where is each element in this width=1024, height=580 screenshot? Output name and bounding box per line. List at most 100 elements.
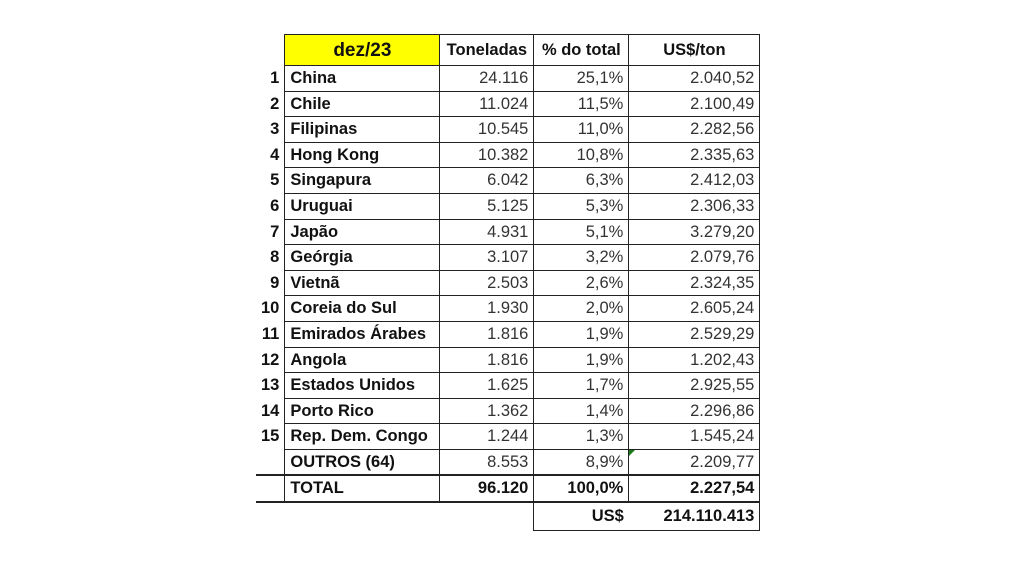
usd-ton-value: 2.925,55 [628,372,761,399]
export-destination-table: dez/23 Toneladas % do total US$/ton 1 Chi… [256,34,761,531]
table-row: 14 Porto Rico 1.362 1,4% 2.296,86 [256,397,761,425]
country-name: Hong Kong [284,141,441,169]
country-name: Angola [284,346,441,374]
pct-total-value: 1,7% [533,372,630,399]
usd-ton-value: 2.306,33 [628,192,761,220]
blank-cell [285,502,440,530]
rank-number: 13 [261,376,280,395]
usd-ton-value: 1.545,24 [628,423,761,450]
pct-total-value: 25,1% [533,65,630,92]
table-row: 10 Coreia do Sul 1.930 2,0% 2.605,24 [256,295,761,322]
rank-number: 11 [261,324,280,343]
total-usd-ton: 2.227,54 [628,474,761,503]
country-name: Estados Unidos [284,372,441,399]
country-name: Filipinas [284,116,441,143]
period-title: dez/23 [284,34,441,66]
export-table-container: dez/23 Toneladas % do total US$/ton 1 Chi… [256,34,761,531]
country-name: Singapura [284,167,441,194]
table-row: 6 Uruguai 5.125 5,3% 2.306,33 [256,192,761,220]
pct-total-value: 1,9% [533,346,630,374]
rank-number: 3 [270,120,280,139]
rank-number: 8 [270,248,280,267]
rank-blank [256,449,285,475]
pct-total-value: 1,3% [533,423,630,450]
rank-number: 4 [270,145,280,164]
others-pct: 8,9% [533,448,630,476]
rank-number: 12 [261,350,280,369]
total-row: TOTAL 96.120 100,0% 2.227,54 [256,474,761,503]
toneladas-value: 1.930 [439,295,535,322]
toneladas-value: 5.125 [439,192,535,220]
usd-ton-value: 2.100,49 [628,90,761,118]
rank-number: 5 [270,171,280,190]
table-row: 8 Geórgia 3.107 3,2% 2.079,76 [256,244,761,271]
country-name: China [284,65,441,92]
toneladas-value: 1.816 [439,346,535,374]
rank-number: 15 [261,427,280,446]
usd-ton-value: 3.279,20 [628,218,761,246]
grand-total-value: 214.110.413 [628,501,761,531]
toneladas-value: 11.024 [439,90,535,118]
pct-total-value: 11,5% [533,90,630,118]
blank-cell [256,502,285,530]
toneladas-value: 1.244 [439,423,535,450]
usd-ton-value: 1.202,43 [628,346,761,374]
rank-number: 6 [270,197,280,216]
pct-total-value: 5,1% [533,218,630,246]
table-row: 7 Japão 4.931 5,1% 3.279,20 [256,218,761,246]
toneladas-value: 4.931 [439,218,535,246]
usd-ton-value: 2.296,86 [628,397,761,425]
table-row: 1 China 24.116 25,1% 2.040,52 [256,65,761,92]
country-name: Porto Rico [284,397,441,425]
rank-number: 14 [261,401,280,420]
usd-ton-value: 2.605,24 [628,295,761,322]
grand-total-currency-label: US$ [533,501,629,531]
column-header-toneladas: Toneladas [439,34,535,66]
pct-total-value: 1,9% [533,320,630,348]
others-label: OUTROS (64) [284,448,441,476]
table-row: 15 Rep. Dem. Congo 1.244 1,3% 1.545,24 [256,423,761,450]
country-name: Geórgia [284,244,441,271]
pct-total-value: 10,8% [533,141,630,169]
country-name: Coreia do Sul [284,295,441,322]
toneladas-value: 1.625 [439,372,535,399]
pct-total-value: 3,2% [533,244,630,271]
pct-total-value: 2,6% [533,269,630,297]
usd-ton-value: 2.335,63 [628,141,761,169]
rank-number: 7 [270,222,280,241]
rank-blank [256,474,285,503]
total-pct: 100,0% [533,474,630,503]
rank-number: 1 [270,69,280,88]
toneladas-value: 1.816 [439,320,535,348]
table-row: 13 Estados Unidos 1.625 1,7% 2.925,55 [256,372,761,399]
table-row: 4 Hong Kong 10.382 10,8% 2.335,63 [256,141,761,169]
table-header-row: dez/23 Toneladas % do total US$/ton [256,34,761,66]
usd-ton-value: 2.412,03 [628,167,761,194]
toneladas-value: 10.545 [439,116,535,143]
country-name: Emirados Árabes [284,320,441,348]
toneladas-value: 24.116 [439,65,535,92]
usd-ton-value: 2.529,29 [628,320,761,348]
usd-ton-value: 2.282,56 [628,116,761,143]
table-row: 11 Emirados Árabes 1.816 1,9% 2.529,29 [256,320,761,348]
country-name: Rep. Dem. Congo [284,423,441,450]
country-name: Chile [284,90,441,118]
rank-number: 9 [270,273,280,292]
table-row: 12 Angola 1.816 1,9% 1.202,43 [256,346,761,374]
column-header-usd-ton: US$/ton [628,34,761,66]
rank-number: 2 [270,94,280,113]
grand-total-row: US$ 214.110.413 [256,501,761,531]
total-label: TOTAL [284,474,441,503]
pct-total-value: 5,3% [533,192,630,220]
toneladas-value: 6.042 [439,167,535,194]
others-toneladas: 8.553 [439,448,535,476]
toneladas-value: 10.382 [439,141,535,169]
pct-total-value: 2,0% [533,295,630,322]
others-row: OUTROS (64) 8.553 8,9% 2.209,77 [256,448,761,476]
table-row: 3 Filipinas 10.545 11,0% 2.282,56 [256,116,761,143]
column-header-pct-total: % do total [533,34,630,66]
country-name: Japão [284,218,441,246]
table-row: 2 Chile 11.024 11,5% 2.100,49 [256,90,761,118]
pct-total-value: 11,0% [533,116,630,143]
country-name: Vietnã [284,269,441,297]
